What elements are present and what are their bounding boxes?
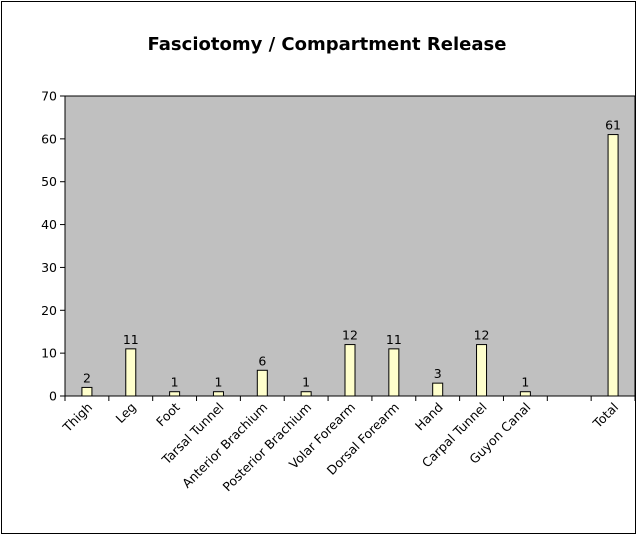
- data-label: 1: [521, 375, 529, 390]
- y-tick-label: 20: [41, 303, 57, 318]
- data-label: 1: [214, 375, 222, 390]
- bar: [607, 134, 619, 397]
- bar: [81, 386, 93, 397]
- bar: [476, 344, 488, 397]
- data-label: 11: [386, 332, 402, 347]
- bar: [519, 391, 531, 397]
- data-label: 2: [83, 370, 91, 385]
- bar: [388, 348, 400, 397]
- data-label: 1: [171, 375, 179, 390]
- data-label: 61: [605, 118, 621, 133]
- y-tick-label: 60: [41, 131, 57, 146]
- chart-title: Fasciotomy / Compartment Release: [148, 34, 507, 55]
- bar: [256, 369, 268, 397]
- y-tick-label: 10: [41, 346, 57, 361]
- bar: [169, 391, 181, 397]
- bar: [125, 348, 137, 397]
- y-tick-label: 40: [41, 217, 57, 232]
- data-label: 6: [258, 353, 266, 368]
- category-label: Total: [589, 400, 621, 432]
- bar: [300, 391, 312, 397]
- y-tick-label: 50: [41, 174, 57, 189]
- bar: [212, 391, 224, 397]
- y-tick-label: 0: [49, 389, 57, 404]
- bar: [344, 344, 356, 397]
- data-label: 3: [434, 366, 442, 381]
- data-label: 11: [123, 332, 139, 347]
- y-tick-label: 30: [41, 260, 57, 275]
- axes-layer: [60, 95, 636, 401]
- data-label: 1: [302, 375, 310, 390]
- category-label: Thigh: [59, 400, 95, 436]
- data-label: 12: [474, 328, 490, 343]
- category-label: Foot: [153, 399, 183, 429]
- bar: [432, 382, 444, 397]
- category-label: Leg: [112, 400, 138, 426]
- y-tick-label: 70: [41, 89, 57, 104]
- data-label: 12: [342, 328, 358, 343]
- category-label: Hand: [412, 400, 446, 434]
